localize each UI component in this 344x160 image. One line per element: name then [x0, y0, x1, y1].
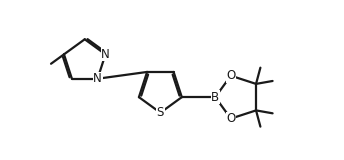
Text: S: S — [157, 106, 164, 119]
Text: O: O — [226, 69, 235, 82]
Text: N: N — [101, 48, 110, 61]
Text: N: N — [93, 72, 102, 85]
Text: O: O — [226, 112, 235, 125]
Text: B: B — [211, 91, 219, 104]
